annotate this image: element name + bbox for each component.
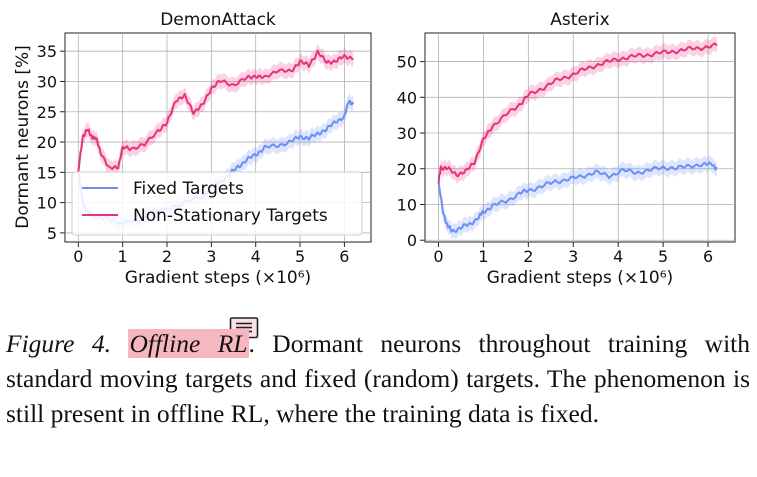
x-axis-label: Gradient steps (×10⁶) — [487, 268, 673, 288]
tick-label-y: 10 — [37, 194, 57, 213]
tick-label-x: 5 — [658, 247, 668, 266]
confidence-band — [78, 43, 354, 179]
tick-label-x: 2 — [523, 247, 533, 266]
tick-label-x: 1 — [118, 247, 128, 266]
series-line — [437, 161, 718, 233]
tick-label-x: 0 — [73, 247, 83, 266]
caption-text: . Dormant neurons throughout training wi… — [6, 329, 750, 428]
chart-title: Asterix — [550, 10, 609, 30]
caption-label: Figure 4. — [6, 329, 112, 358]
confidence-bands — [438, 36, 717, 240]
legend-label-fixed: Fixed Targets — [133, 179, 244, 199]
grid — [425, 33, 735, 242]
tick-label-y: 40 — [397, 88, 417, 107]
series-line — [77, 49, 354, 172]
tick-label-x: 3 — [568, 247, 578, 266]
tick-label-x: 1 — [478, 247, 488, 266]
axis-ticks: 0 1 2 3 4 5 6 5 10 15 20 25 30 35 — [37, 42, 350, 266]
tick-label-y: 5 — [47, 224, 57, 243]
tick-label-x: 0 — [433, 247, 443, 266]
plot-area — [424, 32, 736, 243]
tick-label-y: 10 — [397, 195, 417, 214]
legend-label-nonstationary: Non-Stationary Targets — [133, 206, 328, 226]
tick-label-y: 30 — [397, 124, 417, 143]
chart-title: DemonAttack — [160, 10, 276, 30]
tick-label-y: 50 — [397, 53, 417, 72]
tick-label-x: 6 — [339, 247, 349, 266]
tick-label-y: 35 — [37, 42, 57, 61]
tick-label-x: 3 — [206, 247, 216, 266]
tick-label-y: 0 — [407, 231, 417, 250]
series-line — [437, 42, 718, 184]
confidence-band — [438, 36, 717, 191]
tick-label-x: 2 — [162, 247, 172, 266]
series-lines — [437, 42, 718, 233]
tick-label-x: 4 — [613, 247, 623, 266]
axis-ticks: 0 1 2 3 4 5 6 0 10 20 30 40 50 — [397, 53, 713, 266]
tick-label-x: 4 — [251, 247, 261, 266]
y-axis-label: Dormant neurons [%] — [13, 45, 33, 228]
confidence-band — [438, 155, 717, 240]
tick-label-x: 6 — [703, 247, 713, 266]
tick-label-y: 25 — [37, 103, 57, 122]
x-axis-label: Gradient steps (×10⁶) — [125, 268, 311, 288]
chart-demonattack: DemonAttack 0 1 2 3 4 5 6 5 10 15 20 25 30 35 Dormant… — [13, 10, 372, 288]
tick-label-y: 15 — [37, 163, 57, 182]
tick-label-y: 20 — [37, 133, 57, 152]
legend: Fixed Targets Non-Stationary Targets — [71, 171, 363, 236]
tick-label-x: 5 — [295, 247, 305, 266]
tick-label-y: 30 — [37, 72, 57, 91]
caption-highlight[interactable]: Offline RL — [128, 329, 249, 358]
tick-label-y: 20 — [397, 160, 417, 179]
chart-asterix: Asterix 0 1 2 3 4 5 6 0 10 20 30 40 50 Gradient step… — [397, 10, 736, 288]
figure-caption: Figure 4. Offline RL. Dormant neurons th… — [6, 326, 750, 431]
legend-box — [71, 171, 363, 236]
